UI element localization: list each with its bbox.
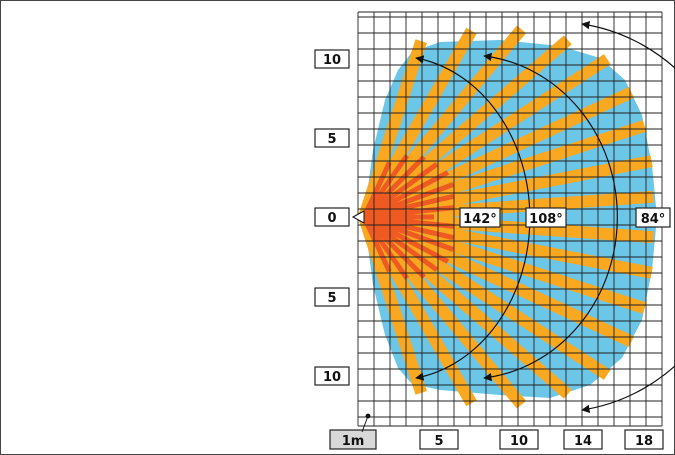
angle-arc-84 [581, 20, 675, 414]
angle-label-142: 142° [459, 207, 501, 228]
x-label-14: 14 [563, 429, 603, 450]
angle-label-text: 108° [529, 212, 563, 227]
x-label-text: 14 [574, 434, 592, 449]
scale-marker [361, 413, 371, 433]
x-label-text: 5 [434, 434, 443, 449]
x-label-5: 5 [419, 429, 459, 450]
x-label-text: 18 [635, 434, 653, 449]
angle-labels: 142° 108° 84° [459, 207, 671, 228]
angle-label-text: 142° [463, 212, 497, 227]
y-label-10-top: 10 [314, 49, 350, 69]
y-axis-labels: 10 5 0 5 10 [314, 49, 350, 386]
y-label-text: 5 [327, 132, 336, 147]
x-label-18: 18 [624, 429, 664, 450]
angle-label-108: 108° [525, 207, 567, 228]
x-axis-labels: 1m 5 10 14 18 [329, 429, 664, 450]
sensor-icon [351, 210, 365, 224]
angle-arc-108 [483, 52, 618, 382]
y-label-text: 10 [323, 370, 341, 385]
x-label-10: 10 [499, 429, 539, 450]
y-label-text: 5 [327, 291, 336, 306]
y-label-0: 0 [314, 207, 350, 227]
angle-label-84: 84° [635, 207, 671, 228]
y-label-5-top: 5 [314, 128, 350, 148]
x-label-1m: 1m [329, 429, 377, 450]
close-range-beam [361, 215, 392, 273]
scale-leader-line [361, 415, 369, 433]
y-label-text: 0 [327, 211, 336, 226]
x-label-text: 1m [342, 434, 365, 449]
y-label-text: 10 [323, 53, 341, 68]
angle-label-text: 84° [641, 212, 666, 227]
triangle-sensor-icon [351, 210, 365, 224]
x-label-text: 10 [510, 434, 528, 449]
y-label-5-bottom: 5 [314, 287, 350, 307]
grid [357, 11, 663, 427]
y-label-10-bottom: 10 [314, 366, 350, 386]
